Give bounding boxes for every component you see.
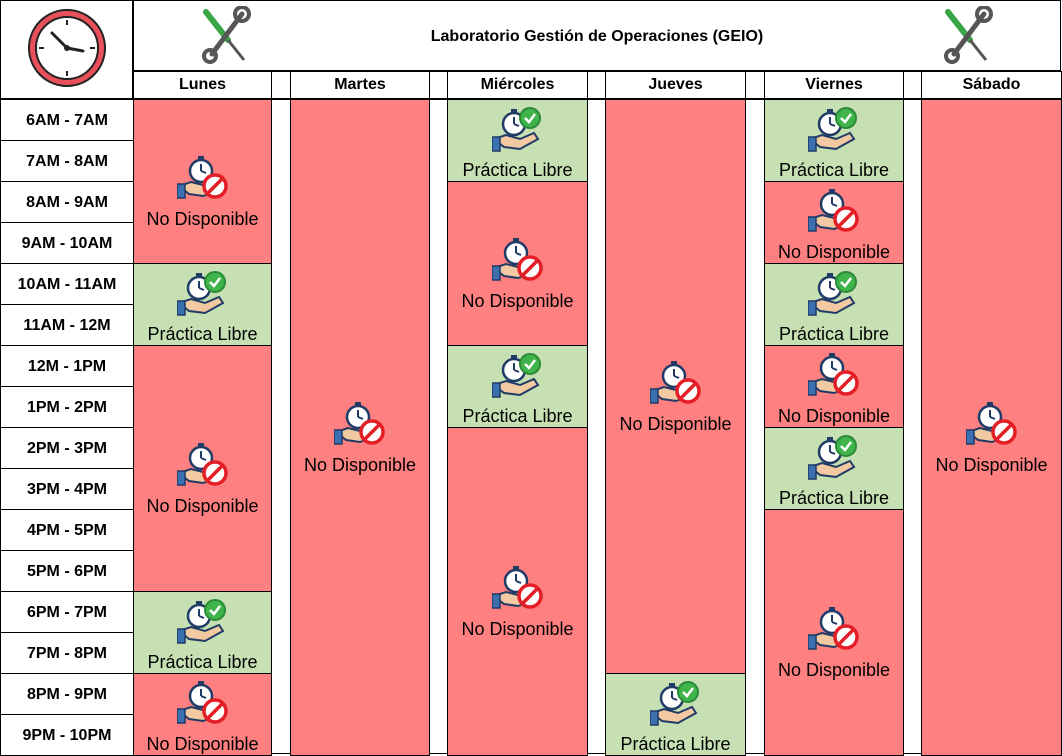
time-slot-label: 9PM - 10PM [0,714,134,756]
day-header: Martes [290,71,430,99]
wall-clock-icon [28,9,106,87]
clock-hand-prohibited-icon [808,352,859,396]
time-slot-label: 7PM - 8PM [0,632,134,674]
block-status-label: Práctica Libre [147,323,258,344]
practice-free-block: Práctica Libre [764,99,904,182]
time-slot-label: 1PM - 2PM [0,386,134,428]
block-status-label: Práctica Libre [462,405,573,426]
clock-hand-prohibited-icon [808,606,859,650]
corner-cell [0,0,133,99]
clock-hand-check-icon [176,598,226,644]
time-slot-label: 3PM - 4PM [0,468,134,510]
clock-hand-check-icon [808,270,857,316]
time-slot-label: 4PM - 5PM [0,509,134,551]
practice-free-block: Práctica Libre [447,345,588,428]
time-slot-label: 2PM - 3PM [0,427,134,469]
block-status-label: No Disponible [935,454,1048,475]
time-slot-label: 10AM - 11AM [0,263,134,305]
block-status-label: Práctica Libre [778,159,890,180]
day-header: Viernes [764,71,904,99]
spacer-column [745,99,765,754]
clock-hand-prohibited-icon [491,237,543,281]
day-header: Miércoles [447,71,588,99]
practice-free-block: Práctica Libre [133,591,272,674]
spacer-column [587,99,606,754]
clock-hand-prohibited-icon [491,565,543,609]
spacer-column [429,99,448,754]
unavailable-block: No Disponible [447,181,588,346]
block-status-label: Práctica Libre [147,651,258,672]
unavailable-block: No Disponible [921,99,1062,756]
block-status-label: No Disponible [619,413,732,434]
spacer-header-cell [903,71,922,99]
clock-hand-check-icon [491,106,541,152]
spacer-column [271,99,291,754]
clock-hand-prohibited-icon [334,401,385,445]
time-slot-label: 11AM - 12M [0,304,134,346]
practice-free-block: Práctica Libre [764,263,904,346]
day-header: Lunes [133,71,272,99]
block-status-label: Práctica Libre [778,323,890,344]
practice-free-block: Práctica Libre [133,263,272,346]
block-status-label: No Disponible [777,241,891,262]
block-status-label: No Disponible [777,405,891,426]
block-status-label: No Disponible [777,659,891,680]
block-status-label: No Disponible [461,290,574,311]
time-slot-label: 8AM - 9AM [0,181,134,223]
unavailable-block: No Disponible [605,99,746,674]
unavailable-block: No Disponible [133,673,272,756]
clock-hand-prohibited-icon [649,360,701,404]
block-status-label: No Disponible [146,495,259,516]
practice-free-block: Práctica Libre [605,673,746,756]
spacer-header-cell [587,71,606,99]
unavailable-block: No Disponible [447,427,588,756]
block-status-label: Práctica Libre [778,487,890,508]
time-slot-label: 9AM - 10AM [0,222,134,264]
clock-hand-prohibited-icon [176,442,228,486]
block-status-label: Práctica Libre [620,733,731,754]
practice-free-block: Práctica Libre [764,427,904,510]
clock-hand-check-icon [176,270,226,316]
unavailable-block: No Disponible [764,345,904,428]
clock-hand-prohibited-icon [176,155,228,199]
unavailable-block: No Disponible [764,509,904,756]
block-status-label: Práctica Libre [462,159,573,180]
clock-hand-check-icon [491,352,541,398]
spacer-header-cell [745,71,765,99]
clock-hand-check-icon [649,680,699,726]
day-header: Sábado [921,71,1062,99]
page-title: Laboratorio Gestión de Operaciones (GEIO… [133,0,1061,71]
block-status-label: No Disponible [146,208,259,229]
spacer-column [903,99,922,754]
spacer-header-cell [271,71,291,99]
unavailable-block: No Disponible [133,99,272,264]
clock-hand-prohibited-icon [808,188,859,232]
spacer-header-cell [429,71,448,99]
practice-free-block: Práctica Libre [447,99,588,182]
clock-hand-check-icon [808,106,857,152]
day-header: Jueves [605,71,746,99]
time-slot-label: 7AM - 8AM [0,140,134,182]
block-status-label: No Disponible [303,454,417,475]
time-slot-label: 12M - 1PM [0,345,134,387]
time-slot-label: 6PM - 7PM [0,591,134,633]
clock-hand-prohibited-icon [176,680,228,724]
clock-hand-check-icon [808,434,857,480]
time-slot-label: 5PM - 6PM [0,550,134,592]
unavailable-block: No Disponible [290,99,430,756]
time-slot-label: 6AM - 7AM [0,99,134,141]
wrench-screwdriver-icon [944,6,993,64]
time-slot-label: 8PM - 9PM [0,673,134,715]
block-status-label: No Disponible [146,733,259,754]
block-status-label: No Disponible [461,618,574,639]
wrench-screwdriver-icon [202,6,251,64]
unavailable-block: No Disponible [764,181,904,264]
clock-hand-prohibited-icon [965,401,1017,445]
unavailable-block: No Disponible [133,345,272,592]
